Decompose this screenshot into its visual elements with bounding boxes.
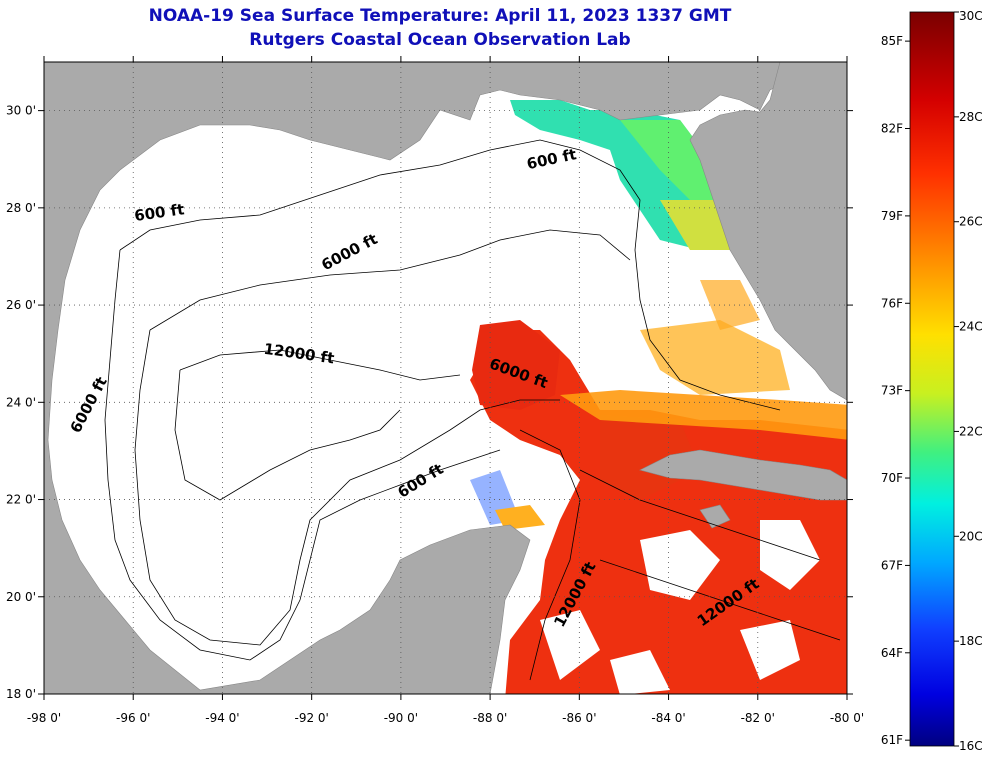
lon-tick-label: -84 0'	[651, 711, 685, 725]
colorbar-f-label: 67F	[881, 558, 903, 572]
colorbar	[909, 11, 955, 747]
colorbar-f-label: 64F	[881, 646, 903, 660]
colorbar-f-label: 85F	[881, 34, 903, 48]
lat-tick-label: 20 0'	[6, 590, 36, 604]
lon-tick-label: -88 0'	[473, 711, 507, 725]
bathymetry-contours	[104, 139, 841, 681]
colorbar-f-label: 73F	[881, 384, 903, 398]
colorbar-c-label: 20C	[959, 529, 983, 543]
map-subtitle: Rutgers Coastal Ocean Observation Lab	[249, 30, 631, 50]
lat-tick-label: 26 0'	[6, 298, 36, 312]
lat-tick-label: 18 0'	[6, 687, 36, 701]
colorbar-f-label: 82F	[881, 122, 903, 136]
colorbar-f-label: 79F	[881, 209, 903, 223]
colorbar-labels: 30C 28C 26C 24C 22C 20C 18C 16C 85F 82F 79F 76F 73F 7…	[881, 9, 983, 753]
lat-tick-label: 30 0'	[6, 104, 36, 118]
colorbar-f-label: 76F	[881, 296, 903, 310]
map-frame	[43, 61, 848, 695]
colorbar-c-label: 18C	[959, 634, 983, 648]
lat-tick-label: 28 0'	[6, 201, 36, 215]
land-layer	[44, 62, 847, 694]
lat-tick-label: 22 0'	[6, 493, 36, 507]
colorbar-c-label: 30C	[959, 9, 983, 23]
colorbar-c-label: 26C	[959, 215, 983, 229]
graticule	[44, 62, 847, 694]
lat-tick-label: 24 0'	[6, 395, 36, 409]
colorbar-f-label: 61F	[881, 733, 903, 747]
colorbar-c-label: 28C	[959, 110, 983, 124]
lon-tick-label: -86 0'	[562, 711, 596, 725]
lon-tick-label: -80 0'	[830, 711, 864, 725]
map-axes: 30 0' 28 0' 26 0' 24 0' 22 0' 20 0' 18 0' -98 0…	[6, 56, 864, 725]
colorbar-f-label: 70F	[881, 471, 903, 485]
lon-tick-label: -98 0'	[27, 711, 61, 725]
colorbar-c-label: 22C	[959, 424, 983, 438]
lon-tick-label: -82 0'	[741, 711, 775, 725]
colorbar-c-label: 16C	[959, 739, 983, 753]
map-title: NOAA-19 Sea Surface Temperature: April 1…	[148, 6, 732, 26]
lon-tick-label: -92 0'	[294, 711, 328, 725]
lon-tick-label: -90 0'	[384, 711, 418, 725]
colorbar-c-label: 24C	[959, 320, 983, 334]
lon-tick-label: -96 0'	[116, 711, 150, 725]
lon-tick-label: -94 0'	[205, 711, 239, 725]
